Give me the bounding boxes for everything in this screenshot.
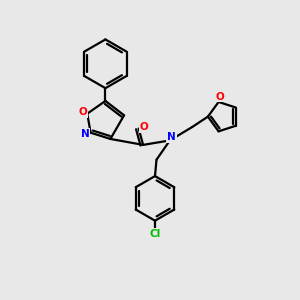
Text: N: N [81,129,90,139]
Text: Cl: Cl [149,229,161,239]
Text: O: O [78,107,87,117]
Text: N: N [167,132,176,142]
Text: O: O [140,122,148,132]
Text: O: O [216,92,224,102]
